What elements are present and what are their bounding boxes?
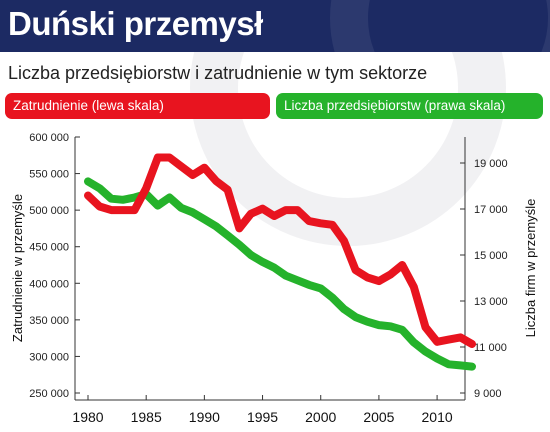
y-left-tick-label: 400 000 <box>29 278 69 290</box>
y-right-tick-label: 9 000 <box>474 388 502 400</box>
y-left-tick-label: 600 000 <box>29 132 69 144</box>
chart-subtitle: Liczba przedsiębiorstw i zatrudnienie w … <box>8 63 428 83</box>
y-left-tick-label: 500 000 <box>29 205 69 217</box>
series-line-employment <box>84 153 476 348</box>
header-bar: Duński przemysł <box>0 0 550 52</box>
y-axis-left-label: Zatrudnienie w przemyśle <box>10 194 25 342</box>
legend-companies: Liczba przedsiębiorstw (prawa skala) <box>276 93 543 119</box>
y-right-tick-label: 15 000 <box>474 250 508 262</box>
y-left-tick-label: 450 000 <box>29 242 69 254</box>
y-left-tick-label: 550 000 <box>29 169 69 181</box>
y-right-tick-label: 11 000 <box>474 342 507 354</box>
x-tick-label: 2010 <box>422 409 453 425</box>
x-tick-label: 1980 <box>72 409 103 425</box>
x-tick-label: 2000 <box>305 409 336 425</box>
page-title: Duński przemysł <box>8 5 263 42</box>
y-left-tick-label: 250 000 <box>29 388 69 400</box>
y-right-tick-label: 13 000 <box>474 296 508 308</box>
series-line-companies <box>84 177 476 371</box>
legend-employment: Zatrudnienie (lewa skala) <box>5 93 270 119</box>
y-axis-right-label: Liczba firm w przemyśle <box>523 199 538 338</box>
y-left-tick-label: 300 000 <box>29 351 69 363</box>
x-tick-label: 1990 <box>189 409 220 425</box>
y-right-tick-label: 17 000 <box>474 204 508 216</box>
y-right-tick-label: 19 000 <box>474 158 508 170</box>
header-ring-decoration <box>330 0 550 52</box>
x-tick-label: 2005 <box>363 409 394 425</box>
y-left-tick-label: 350 000 <box>29 315 69 327</box>
x-tick-label: 1985 <box>131 409 162 425</box>
x-tick-label: 1995 <box>247 409 278 425</box>
